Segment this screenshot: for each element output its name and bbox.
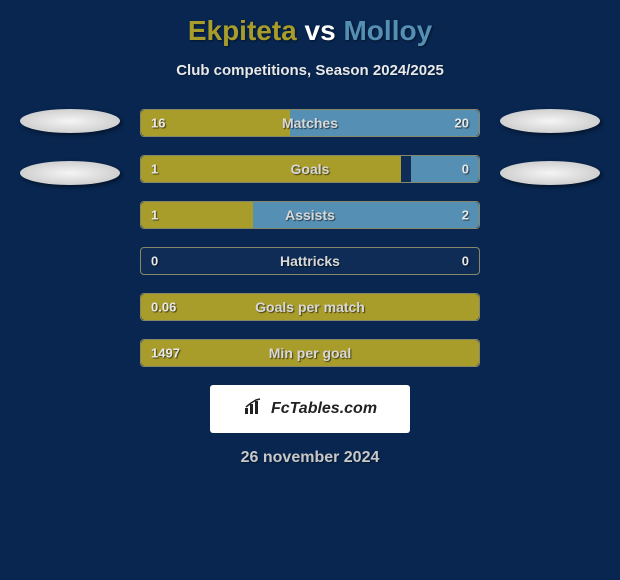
value-right: 0 (462, 254, 469, 269)
stat-row-goals: 1 Goals 0 (140, 155, 480, 183)
logo-box: FcTables.com (210, 385, 410, 433)
subtitle: Club competitions, Season 2024/2025 (20, 62, 600, 79)
stat-label: Goals per match (255, 299, 365, 315)
stat-label: Matches (282, 115, 338, 131)
stat-bars: 16 Matches 20 1 Goals 0 1 Assists 2 (140, 109, 480, 367)
stat-label: Goals (291, 161, 330, 177)
value-left: 0 (151, 254, 158, 269)
bar-left (141, 156, 401, 182)
player2-name: Molloy (343, 15, 432, 46)
value-left: 1497 (151, 346, 180, 361)
page-title: Ekpiteta vs Molloy (20, 15, 600, 47)
stat-label: Hattricks (280, 253, 340, 269)
stat-row-goals-per-match: 0.06 Goals per match (140, 293, 480, 321)
value-right: 2 (462, 208, 469, 223)
club-logo-right (500, 109, 600, 209)
main-container: Ekpiteta vs Molloy Club competitions, Se… (0, 0, 620, 477)
stat-label: Assists (285, 207, 335, 223)
player1-name: Ekpiteta (188, 15, 297, 46)
value-left: 16 (151, 116, 165, 131)
logo-text: FcTables.com (271, 400, 377, 418)
value-left: 1 (151, 208, 158, 223)
stat-row-hattricks: 0 Hattricks 0 (140, 247, 480, 275)
ellipse-icon (500, 161, 600, 185)
stat-row-min-per-goal: 1497 Min per goal (140, 339, 480, 367)
ellipse-icon (500, 109, 600, 133)
value-right: 20 (455, 116, 469, 131)
vs-text: vs (305, 15, 336, 46)
date-text: 26 november 2024 (20, 449, 600, 467)
chart-icon (243, 398, 265, 421)
club-logo-left (20, 109, 120, 209)
value-left: 0.06 (151, 300, 176, 315)
stat-row-matches: 16 Matches 20 (140, 109, 480, 137)
stat-label: Min per goal (269, 345, 351, 361)
ellipse-icon (20, 109, 120, 133)
value-left: 1 (151, 162, 158, 177)
ellipse-icon (20, 161, 120, 185)
stat-row-assists: 1 Assists 2 (140, 201, 480, 229)
value-right: 0 (462, 162, 469, 177)
stats-container: 16 Matches 20 1 Goals 0 1 Assists 2 (20, 109, 600, 367)
